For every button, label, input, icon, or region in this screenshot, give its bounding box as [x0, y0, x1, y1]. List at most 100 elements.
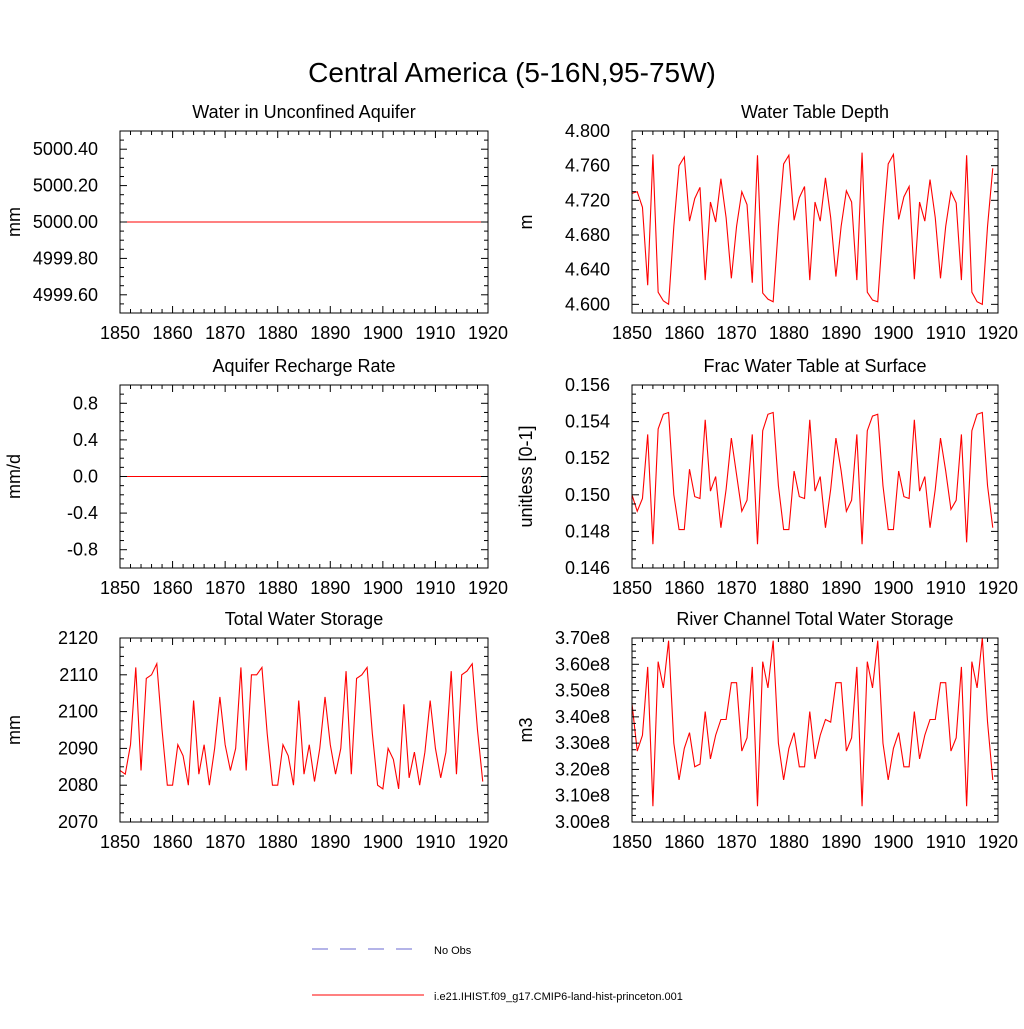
plot-frame — [631, 130, 999, 314]
x-tick-label: 1870 — [717, 323, 757, 343]
panels: Water in Unconfined Aquifer mm 1850 1860 187… — [4, 102, 1018, 852]
x-tick-label: 1850 — [100, 323, 140, 343]
panel-title: Frac Water Table at Surface — [703, 356, 926, 376]
x-tick-label: 1910 — [415, 323, 455, 343]
x-tick-label: 1870 — [205, 323, 245, 343]
x-tick-label: 1910 — [926, 323, 966, 343]
y-tick-label: 3.20e8 — [555, 759, 610, 779]
legend-label: i.e21.IHIST.f09_g17.CMIP6-land-hist-prin… — [434, 991, 683, 1003]
data-series-line — [631, 152, 994, 306]
panel-2: Water Table Depth m 1850 1860 1870 1880 1890 19… — [516, 102, 1018, 343]
y-axis-label: m3 — [516, 717, 536, 742]
x-tick-label: 1850 — [612, 832, 652, 852]
x-tick-label: 1910 — [926, 832, 966, 852]
y-tick-label: 2120 — [58, 628, 98, 648]
y-axis-label: unitless [0-1] — [516, 425, 536, 527]
x-tick-label: 1920 — [468, 832, 508, 852]
data-series-line — [119, 661, 484, 790]
y-tick-label: 0.154 — [565, 412, 610, 432]
y-axis-label: mm — [4, 715, 24, 745]
x-tick-label: 1900 — [873, 323, 913, 343]
x-tick-label: 1880 — [258, 323, 298, 343]
y-axis-label: mm/d — [4, 454, 24, 499]
y-tick-label: 0.148 — [565, 521, 610, 541]
y-tick-label: 0.8 — [73, 393, 98, 413]
y-tick-label: 4.800 — [565, 121, 610, 141]
x-tick-label: 1880 — [769, 323, 809, 343]
y-tick-label: 3.30e8 — [555, 733, 610, 753]
y-tick-label: 0.152 — [565, 448, 610, 468]
x-tick-label: 1920 — [978, 832, 1018, 852]
y-tick-label: 3.50e8 — [555, 681, 610, 701]
panel-title: River Channel Total Water Storage — [676, 609, 953, 629]
panel-3: Aquifer Recharge Rate mm/d 1850 1860 1870 188… — [4, 356, 508, 598]
x-tick-label: 1860 — [153, 578, 193, 598]
y-tick-label: 2100 — [58, 702, 98, 722]
y-tick-label: 3.00e8 — [555, 812, 610, 832]
y-tick-label: 2080 — [58, 775, 98, 795]
y-tick-label: 5000.20 — [33, 176, 98, 196]
x-tick-label: 1900 — [873, 578, 913, 598]
panel-6: River Channel Total Water Storage m3 1850 1… — [516, 609, 1018, 852]
y-tick-label: -0.8 — [67, 540, 98, 560]
x-tick-label: 1920 — [468, 578, 508, 598]
data-series-line — [631, 637, 994, 807]
y-tick-label: 4.760 — [565, 156, 610, 176]
data-series-line — [631, 411, 994, 545]
y-tick-label: 0.0 — [73, 467, 98, 487]
x-tick-label: 1850 — [612, 578, 652, 598]
y-tick-label: 4.720 — [565, 190, 610, 210]
x-tick-label: 1870 — [205, 832, 245, 852]
x-tick-label: 1900 — [363, 832, 403, 852]
y-tick-label: 3.40e8 — [555, 707, 610, 727]
y-tick-label: 0.156 — [565, 375, 610, 395]
x-tick-label: 1870 — [717, 832, 757, 852]
x-tick-label: 1860 — [153, 323, 193, 343]
y-tick-label: 0.146 — [565, 558, 610, 578]
x-tick-label: 1910 — [415, 578, 455, 598]
y-tick-label: 4.680 — [565, 225, 610, 245]
x-tick-label: 1890 — [821, 578, 861, 598]
x-tick-label: 1890 — [821, 323, 861, 343]
plot-frame — [631, 384, 999, 569]
x-tick-label: 1880 — [258, 578, 298, 598]
x-tick-label: 1890 — [310, 323, 350, 343]
y-tick-label: 4.600 — [565, 294, 610, 314]
legend-label: No Obs — [434, 945, 472, 957]
panel-title: Aquifer Recharge Rate — [212, 356, 395, 376]
x-tick-label: 1860 — [153, 832, 193, 852]
x-tick-label: 1920 — [978, 578, 1018, 598]
y-tick-label: 3.60e8 — [555, 654, 610, 674]
x-tick-label: 1900 — [363, 323, 403, 343]
panel-4: Frac Water Table at Surface unitless [0-1… — [516, 356, 1018, 598]
y-tick-label: 2110 — [59, 665, 98, 685]
x-tick-label: 1880 — [769, 832, 809, 852]
x-tick-label: 1860 — [664, 578, 704, 598]
figure-title: Central America (5-16N,95-75W) — [308, 57, 716, 88]
legend-item-2: i.e21.IHIST.f09_g17.CMIP6-land-hist-prin… — [312, 991, 683, 1003]
plot-frame — [119, 637, 489, 823]
x-tick-label: 1920 — [978, 323, 1018, 343]
panel-1: Water in Unconfined Aquifer mm 1850 1860 187… — [4, 102, 508, 343]
x-tick-label: 1870 — [205, 578, 245, 598]
x-tick-label: 1860 — [664, 832, 704, 852]
plot-frame — [631, 637, 999, 823]
y-axis-label: m — [516, 215, 536, 230]
x-tick-label: 1910 — [415, 832, 455, 852]
y-tick-label: 2070 — [58, 812, 98, 832]
y-tick-label: 4.640 — [565, 260, 610, 280]
y-tick-label: 0.4 — [73, 430, 98, 450]
x-tick-label: 1850 — [612, 323, 652, 343]
x-tick-label: 1890 — [310, 578, 350, 598]
x-tick-label: 1870 — [717, 578, 757, 598]
y-tick-label: 5000.00 — [33, 212, 98, 232]
panel-5: Total Water Storage mm 1850 1860 1870 1880 189… — [4, 609, 508, 852]
y-tick-label: -0.4 — [67, 503, 98, 523]
panel-title: Water Table Depth — [741, 102, 889, 122]
panel-title: Total Water Storage — [225, 609, 383, 629]
y-tick-label: 4999.80 — [33, 248, 98, 268]
y-axis-label: mm — [4, 207, 24, 237]
x-tick-label: 1900 — [363, 578, 403, 598]
